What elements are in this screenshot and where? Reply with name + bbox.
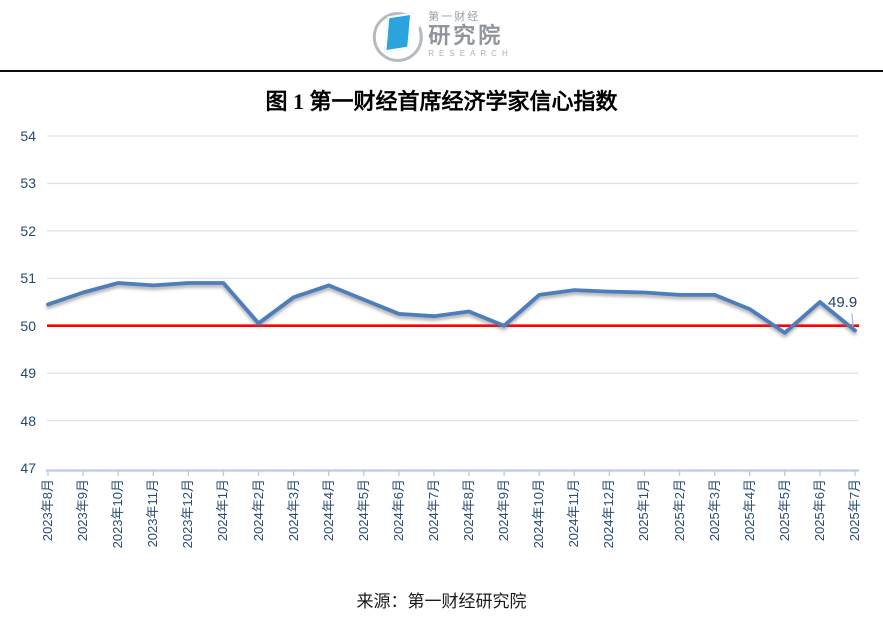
data-label-leader-line xyxy=(851,313,854,327)
x-axis-tick-label: 2024年9月 xyxy=(496,479,512,542)
x-axis-tick-label: 2023年9月 xyxy=(75,479,91,542)
x-axis-tick-label: 2023年8月 xyxy=(40,479,55,542)
x-axis-tick-label: 2025年1月 xyxy=(636,479,652,542)
x-axis-tick-label: 2024年10月 xyxy=(531,479,547,549)
x-axis-tick-label: 2025年5月 xyxy=(776,479,792,542)
source-note: 来源：第一财经研究院 xyxy=(356,592,527,611)
logo-text: 第一财经 研究院 RESEARCH xyxy=(428,12,512,58)
yicai-research-logo: 第一财经 研究院 RESEARCH xyxy=(370,8,512,62)
header-divider xyxy=(0,70,883,72)
y-axis-tick-label: 48 xyxy=(20,412,36,429)
x-axis-tick-label: 2024年6月 xyxy=(390,479,406,542)
x-axis-tick-label: 2024年3月 xyxy=(285,479,301,542)
x-axis-tick-label: 2024年1月 xyxy=(215,479,231,542)
logo-brand-name: 第一财经 xyxy=(428,11,481,23)
x-axis-tick-label: 2024年2月 xyxy=(250,479,266,542)
y-axis-tick-label: 51 xyxy=(20,270,36,287)
x-axis-tick-label: 2024年5月 xyxy=(355,479,371,542)
x-axis-tick-label: 2025年4月 xyxy=(741,479,757,542)
logo-mark-icon xyxy=(370,8,423,62)
y-axis-tick-label: 50 xyxy=(20,317,36,334)
x-axis-tick-label: 2024年11月 xyxy=(566,479,582,548)
x-axis-tick-label: 2024年4月 xyxy=(320,479,336,542)
confidence-index-line xyxy=(46,281,857,335)
chart-title: 图 1 第一财经首席经济学家信心指数 xyxy=(265,89,618,114)
x-axis-tick-label: 2025年3月 xyxy=(706,479,722,542)
y-axis-tick-label: 53 xyxy=(20,175,36,192)
x-axis-tick-label: 2023年10月 xyxy=(110,479,126,549)
x-axis-tick-label: 2024年12月 xyxy=(601,479,617,549)
x-axis-tick-label: 2023年12月 xyxy=(180,479,196,549)
last-point-data-label: 49.9 xyxy=(828,294,858,311)
x-axis-tick-label: 2024年8月 xyxy=(461,479,477,542)
x-axis-tick-label: 2025年2月 xyxy=(671,479,687,542)
logo-institute-name: 研究院 xyxy=(428,23,504,48)
logo-research-caption: RESEARCH xyxy=(428,49,513,58)
y-axis-tick-label: 52 xyxy=(20,222,36,239)
x-axis-tick-label: 2025年7月 xyxy=(847,479,862,542)
y-axis-tick-label: 49 xyxy=(20,365,36,382)
x-axis-tick-label: 2025年6月 xyxy=(811,479,827,542)
x-axis-tick-label: 2024年7月 xyxy=(425,479,441,542)
logo-circle-icon xyxy=(372,12,423,62)
y-axis-tick-label: 47 xyxy=(20,460,36,476)
header: 第一财经 研究院 RESEARCH xyxy=(0,0,883,72)
x-axis-tick-label: 2023年11月 xyxy=(145,479,161,548)
y-axis-tick-label: 54 xyxy=(20,128,36,144)
